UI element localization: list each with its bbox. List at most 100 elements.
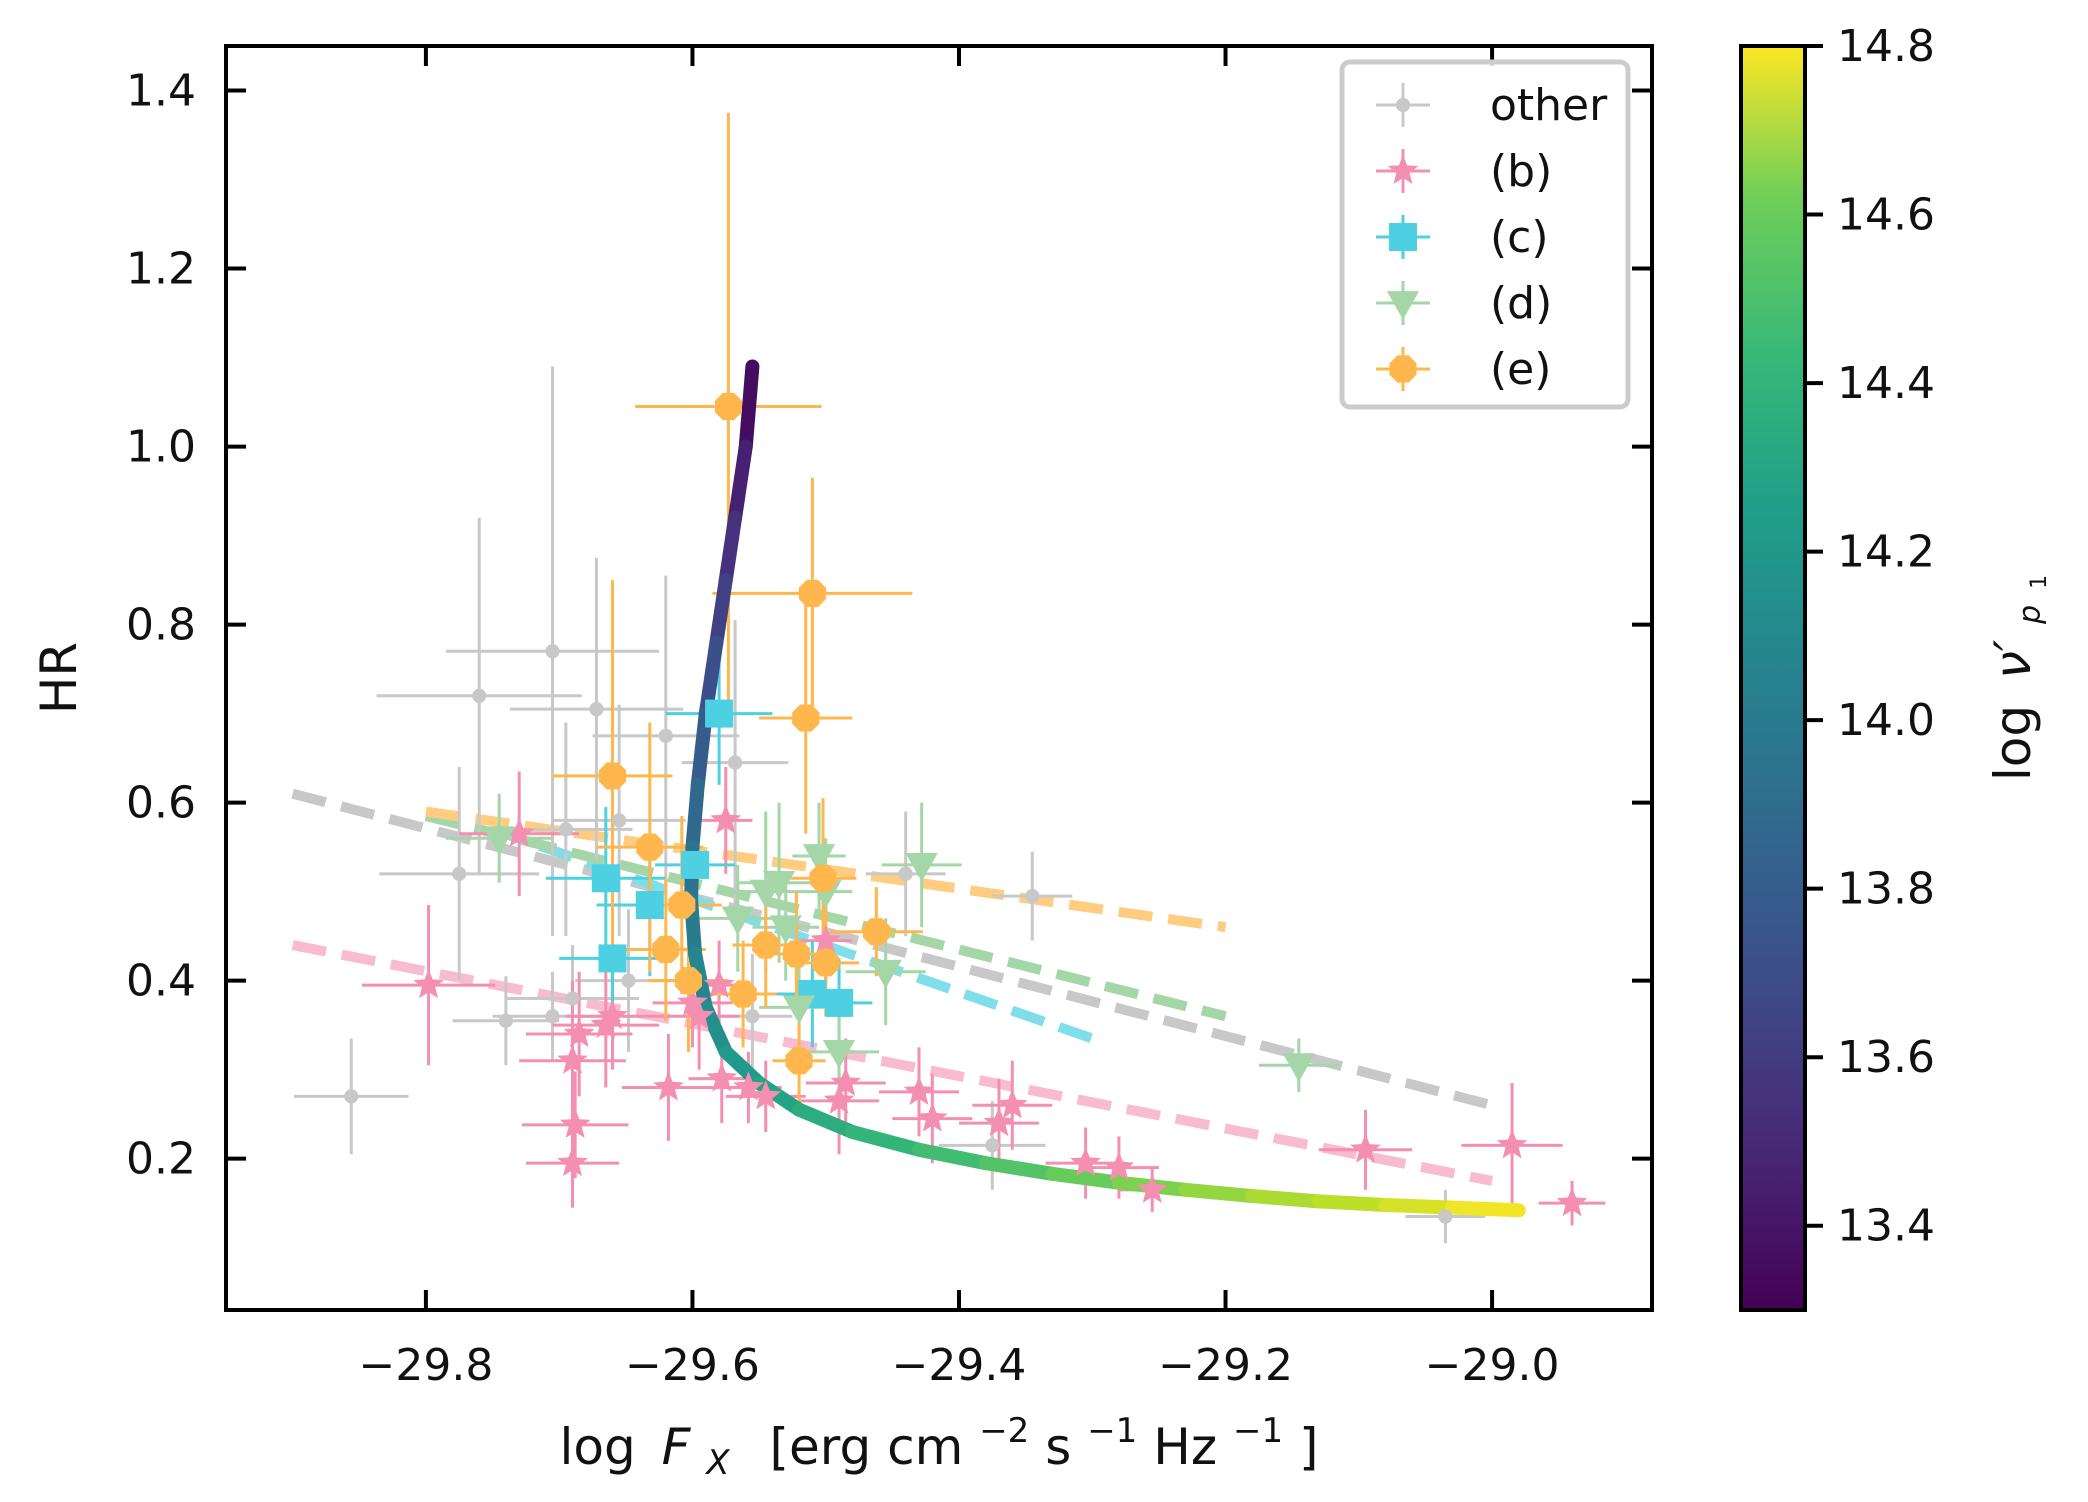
marker-d <box>782 995 816 1025</box>
marker-b <box>1350 1133 1381 1163</box>
marker-b <box>830 1066 862 1097</box>
marker-b <box>1556 1187 1588 1217</box>
colorbar-ticks: 13.4 13.6 13.8 14.0 14.2 14.4 14.6 14.8 <box>1805 21 1935 1252</box>
marker-other <box>545 1009 560 1024</box>
marker-d <box>1282 1053 1315 1083</box>
legend-label-c: (c) <box>1490 212 1549 263</box>
marker-e <box>785 1047 813 1075</box>
colorbar-tick-label: 14.6 <box>1837 190 1935 241</box>
colorbar-tick-label: 14.4 <box>1837 358 1935 409</box>
marker-b <box>983 1106 1015 1137</box>
model-curve-segment <box>1311 1194 1393 1212</box>
marker-d <box>822 1039 856 1069</box>
x-label-close: ] <box>1299 1418 1319 1476</box>
marker-e <box>809 864 837 892</box>
legend-marker-d <box>1386 291 1420 320</box>
model-curve-segment <box>1045 1166 1126 1190</box>
legend-marker-e <box>1389 355 1417 383</box>
marker-d <box>802 844 836 873</box>
colorbar-tick-label: 13.6 <box>1837 1032 1935 1083</box>
marker-other <box>565 991 580 1006</box>
colorbar-tick-label: 14.2 <box>1837 527 1935 578</box>
model-curve-segment <box>1245 1189 1326 1209</box>
x-tick-label: −29.4 <box>892 1340 1027 1391</box>
marker-b <box>917 1102 948 1132</box>
marker-b <box>597 1000 628 1030</box>
model-curve-segment <box>978 1156 1060 1181</box>
marker-e <box>714 392 743 421</box>
marker-b <box>1496 1129 1528 1159</box>
legend-marker-c <box>1389 223 1417 251</box>
marker-other <box>589 702 604 717</box>
legend-box <box>1339 59 1631 410</box>
x-tick-label: −29.0 <box>1425 1340 1560 1391</box>
marker-other <box>1025 888 1040 904</box>
marker-c <box>598 944 627 973</box>
marker-e <box>752 931 780 959</box>
model-curve-segment <box>685 777 705 855</box>
marker-b <box>996 1089 1028 1119</box>
cbar-label-sub-1: 1 <box>2027 575 2052 589</box>
y-tick-label: 0.6 <box>126 778 196 829</box>
marker-b <box>677 986 708 1016</box>
marker-c <box>591 864 620 893</box>
axis-ticks: −29.8 −29.6 −29.4 −29.2 −29.0 0.2 0.4 0.6 0.8 1.0… <box>126 46 1652 1391</box>
marker-other <box>611 813 627 828</box>
marker-b <box>733 1071 764 1101</box>
marker-b <box>703 968 735 999</box>
marker-e <box>782 940 810 968</box>
marker-b <box>653 1071 684 1101</box>
marker-other <box>452 866 467 881</box>
marker-other <box>745 1009 760 1024</box>
marker-b <box>1136 1173 1168 1203</box>
colorbar-tick-label: 14.8 <box>1837 21 1935 72</box>
y-tick-label: 1.4 <box>126 66 196 117</box>
model-curve-segment <box>792 1102 860 1139</box>
colorbar-label: log ν′ p 1 <box>1984 575 2052 781</box>
model-curve-segment <box>728 439 753 525</box>
x-label-unit-hz: Hz <box>1153 1418 1217 1476</box>
model-curve-segment <box>718 510 743 588</box>
marker-other <box>1438 1209 1453 1224</box>
marker-b <box>1070 1147 1101 1177</box>
marker-e <box>636 833 664 861</box>
colorbar: 13.4 13.6 13.8 14.0 14.2 14.4 14.6 14.8 log ν′ … <box>1739 21 2052 1312</box>
y-axis-label: HR <box>30 642 88 714</box>
x-label-exp-hz: −1 <box>1233 1411 1283 1451</box>
legend-symbols <box>1376 83 1430 391</box>
x-axis-label: log F X [erg cm −2 s −1 Hz −1 ] <box>559 1396 1318 1486</box>
marker-other <box>545 644 560 659</box>
marker-e <box>652 935 680 964</box>
marker-d <box>762 870 796 900</box>
marker-b <box>706 1062 738 1092</box>
marker-e <box>792 704 820 732</box>
legend-label-d: (d) <box>1490 278 1552 329</box>
marker-b <box>413 968 444 999</box>
marker-other <box>898 866 913 881</box>
trend-line-cfit <box>490 824 1094 1044</box>
legend-marker-other <box>1395 97 1411 113</box>
marker-other <box>621 973 636 988</box>
model-curve-segment <box>1178 1182 1260 1204</box>
colorbar-tick-label: 13.8 <box>1837 864 1935 915</box>
model-curve-segment <box>709 573 733 650</box>
marker-b <box>683 1000 715 1030</box>
model-curve-segment <box>1445 1200 1526 1218</box>
marker-b <box>557 1147 588 1177</box>
y-tick-label: 0.8 <box>126 600 196 651</box>
marker-b <box>750 1080 782 1110</box>
legend: other (b) (c) (d) (e) <box>1339 59 1631 410</box>
marker-e <box>862 918 890 946</box>
y-tick-label: 1.2 <box>126 244 196 295</box>
marker-other <box>472 688 487 703</box>
model-curve-segment <box>738 359 760 454</box>
marker-c <box>635 890 664 919</box>
legend-label-other: other <box>1490 80 1608 131</box>
x-label-f: F <box>662 1418 692 1476</box>
y-tick-label: 0.2 <box>126 1134 196 1185</box>
cbar-label-nu: ν′ <box>1984 639 2042 679</box>
colorbar-gradient <box>1739 44 1807 1312</box>
x-label-log: log <box>559 1418 635 1476</box>
marker-other <box>985 1138 1000 1153</box>
